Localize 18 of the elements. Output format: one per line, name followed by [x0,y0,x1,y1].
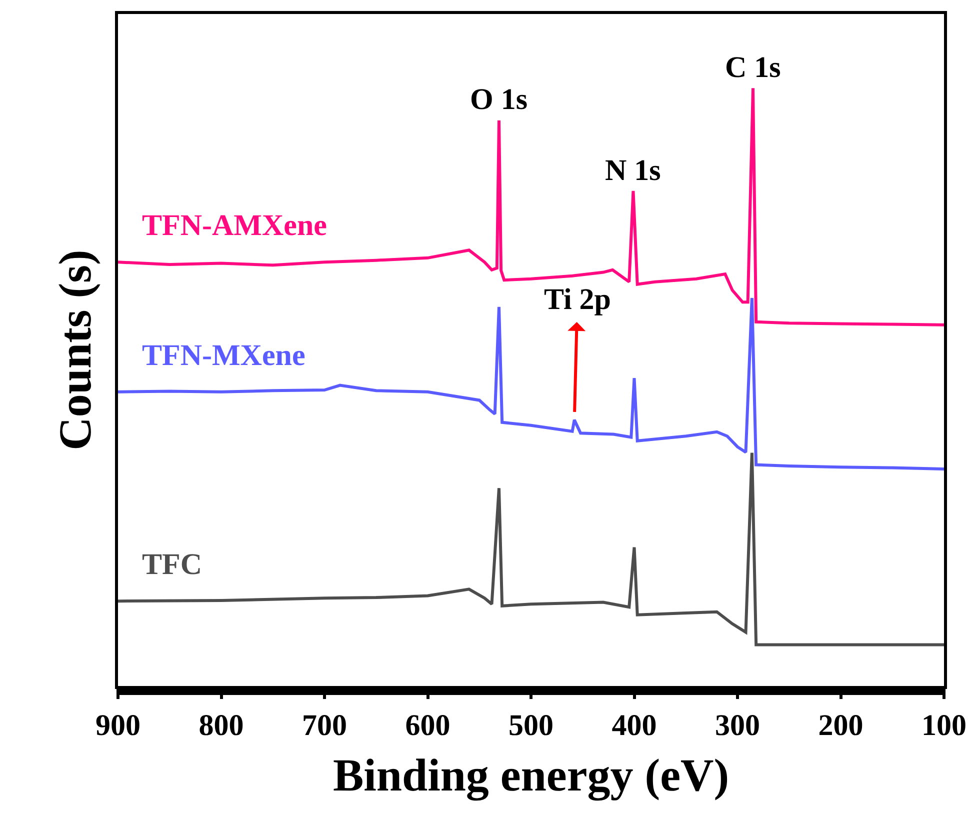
series-label: TFC [142,548,202,581]
annotation: C 1s [725,51,781,84]
x-tick-label: 300 [715,709,760,742]
x-tick-label: 200 [818,709,864,742]
y-axis-title: Counts (s) [49,250,100,450]
x-tick-label: 900 [96,709,140,742]
annotation: N 1s [605,154,661,187]
series-label: TFN-AMXene [142,209,327,242]
x-tick-label: 500 [508,709,554,742]
series-label: TFN-MXene [142,339,306,372]
x-tick-label: 600 [405,709,450,742]
x-tick-label: 800 [198,709,244,742]
x-tick-label: 700 [302,709,347,742]
x-tick-label: 400 [612,709,657,742]
x-tick-label: 100 [922,709,966,742]
annotation: Ti 2p [544,283,611,316]
annotation: O 1s [470,83,528,116]
x-axis-title: Binding energy (eV) [332,750,730,802]
